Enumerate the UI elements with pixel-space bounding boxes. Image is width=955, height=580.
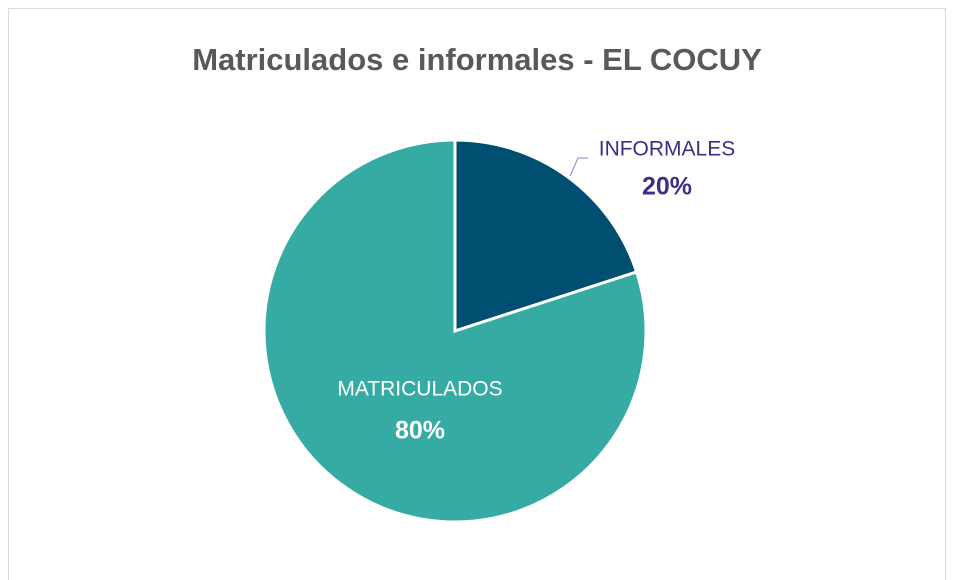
leader-line [569, 157, 588, 177]
chart-title: Matriculados e informales - EL COCUY [192, 42, 762, 77]
value-label: 20% [642, 173, 692, 201]
pie [262, 138, 648, 524]
slice-label: INFORMALES [599, 138, 736, 161]
slice-label: MATRICULADOS [337, 378, 502, 401]
pie-slice [262, 138, 648, 524]
value-label: 80% [395, 417, 445, 445]
pie-slice [453, 138, 639, 334]
